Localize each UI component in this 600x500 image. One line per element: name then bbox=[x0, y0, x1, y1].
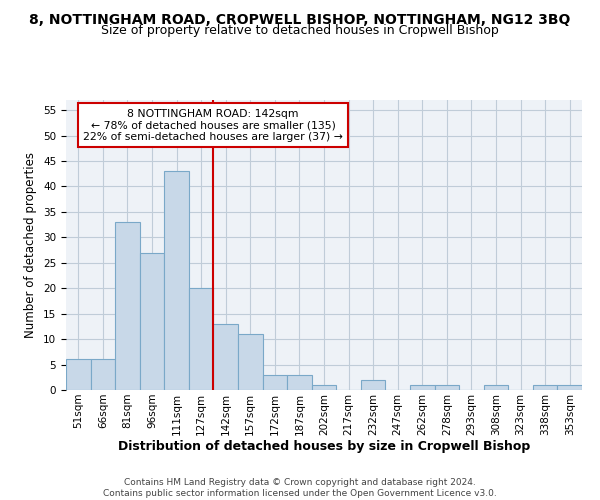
Bar bbox=[115, 222, 140, 390]
Bar bbox=[484, 385, 508, 390]
Y-axis label: Number of detached properties: Number of detached properties bbox=[25, 152, 37, 338]
Bar bbox=[91, 360, 115, 390]
X-axis label: Distribution of detached houses by size in Cropwell Bishop: Distribution of detached houses by size … bbox=[118, 440, 530, 454]
Bar bbox=[238, 334, 263, 390]
Bar bbox=[557, 385, 582, 390]
Bar bbox=[140, 252, 164, 390]
Bar bbox=[287, 374, 312, 390]
Text: 8 NOTTINGHAM ROAD: 142sqm
← 78% of detached houses are smaller (135)
22% of semi: 8 NOTTINGHAM ROAD: 142sqm ← 78% of detac… bbox=[83, 108, 343, 142]
Bar bbox=[214, 324, 238, 390]
Bar bbox=[189, 288, 214, 390]
Text: Contains HM Land Registry data © Crown copyright and database right 2024.
Contai: Contains HM Land Registry data © Crown c… bbox=[103, 478, 497, 498]
Text: 8, NOTTINGHAM ROAD, CROPWELL BISHOP, NOTTINGHAM, NG12 3BQ: 8, NOTTINGHAM ROAD, CROPWELL BISHOP, NOT… bbox=[29, 12, 571, 26]
Bar bbox=[66, 360, 91, 390]
Bar bbox=[312, 385, 336, 390]
Bar bbox=[361, 380, 385, 390]
Bar bbox=[410, 385, 434, 390]
Bar bbox=[434, 385, 459, 390]
Bar bbox=[533, 385, 557, 390]
Bar bbox=[164, 171, 189, 390]
Bar bbox=[263, 374, 287, 390]
Text: Size of property relative to detached houses in Cropwell Bishop: Size of property relative to detached ho… bbox=[101, 24, 499, 37]
